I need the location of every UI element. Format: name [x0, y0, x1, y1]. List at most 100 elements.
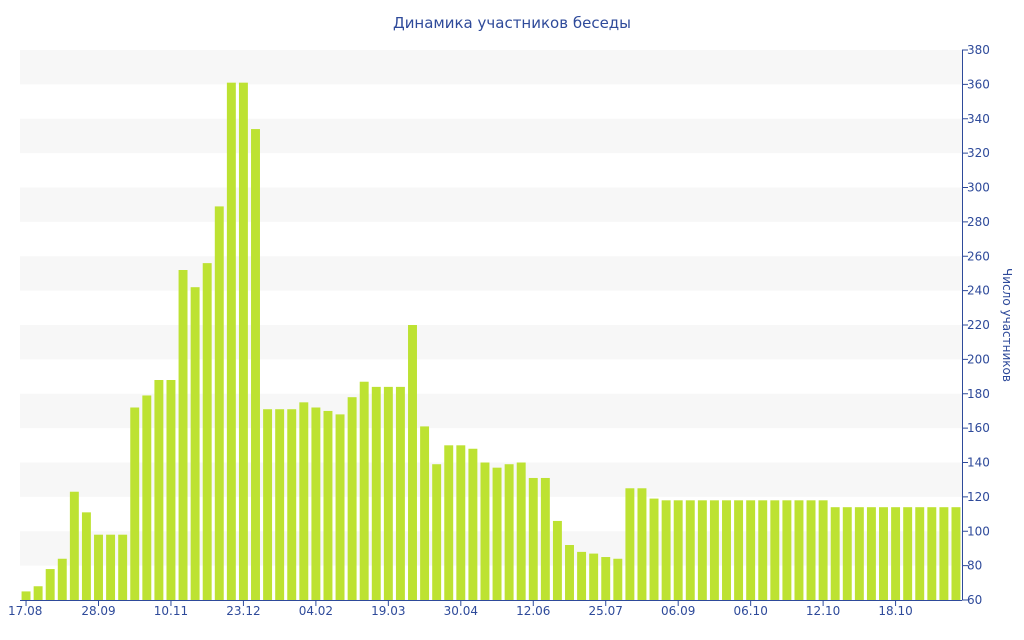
- bar: [577, 551, 587, 601]
- bar: [202, 263, 212, 601]
- bar: [734, 500, 744, 600]
- grid-band: [20, 393, 962, 429]
- bar: [589, 553, 599, 600]
- bar: [709, 500, 719, 600]
- bar: [722, 500, 731, 600]
- bar: [383, 386, 393, 601]
- y-tick-label: 80: [967, 559, 982, 573]
- bar: [432, 464, 442, 600]
- y-tick-label: 320: [967, 146, 990, 160]
- bar: [830, 507, 840, 600]
- grid-band: [20, 118, 962, 154]
- bar: [649, 498, 659, 600]
- y-tick-label: 60: [967, 593, 982, 607]
- x-tick-label: 12.10: [806, 604, 840, 618]
- y-tick-label: 220: [967, 318, 990, 332]
- bar: [601, 557, 611, 600]
- bar: [359, 381, 369, 600]
- x-tick-label: 18.10: [878, 604, 912, 618]
- x-tick-label: 06.10: [733, 604, 767, 618]
- grid-band: [20, 462, 962, 497]
- bar: [782, 500, 792, 600]
- bar: [818, 500, 828, 600]
- y-tick-label: 380: [967, 43, 990, 57]
- bar: [951, 507, 961, 600]
- bar: [842, 507, 852, 600]
- bar: [287, 409, 297, 600]
- bar: [770, 500, 780, 600]
- axes-group: 60 80 100 120 140 160 180 200 220 240 260 280 300 320…: [8, 43, 990, 618]
- x-tick-label: 19.03: [371, 604, 405, 618]
- chart-title: Динамика участников беседы: [393, 14, 631, 32]
- bar: [915, 507, 925, 600]
- bar: [81, 512, 91, 600]
- bar: [21, 591, 31, 600]
- y-tick-label: 100: [967, 524, 990, 538]
- bar: [347, 397, 357, 600]
- bar: [299, 402, 309, 600]
- bar: [480, 462, 490, 600]
- bars-group: [21, 82, 961, 601]
- y-tick-label: 300: [967, 181, 990, 195]
- grid-band: [20, 325, 962, 360]
- x-tick-label: 06.09: [661, 604, 695, 618]
- x-tick-label: 30.04: [444, 604, 478, 618]
- bar: [142, 395, 152, 600]
- bar: [311, 407, 321, 600]
- grid-band: [20, 256, 962, 291]
- y-tick-label: 240: [967, 284, 990, 298]
- grid-bands: [20, 50, 962, 566]
- bar: [190, 287, 200, 600]
- bar: [806, 500, 816, 600]
- x-tick-label: 17.08: [8, 604, 42, 618]
- x-tick-label: 25.07: [589, 604, 623, 618]
- bar: [263, 409, 273, 600]
- bar: [444, 445, 454, 600]
- x-tick-label: 23.12: [226, 604, 260, 618]
- bar: [166, 380, 176, 600]
- bar: [323, 410, 333, 600]
- grid-band: [20, 50, 962, 85]
- bar: [226, 82, 236, 600]
- bar: [408, 325, 417, 600]
- bar: [528, 477, 538, 600]
- bar: [154, 380, 164, 600]
- bar: [106, 534, 116, 600]
- bar: [69, 491, 79, 600]
- bar: [854, 507, 864, 600]
- bar: [275, 409, 285, 600]
- bar: [939, 507, 949, 600]
- bar: [45, 569, 55, 600]
- x-tick-label: 04.02: [299, 604, 333, 618]
- bar: [335, 414, 345, 601]
- y-tick-label: 180: [967, 387, 990, 401]
- y-tick-label: 200: [967, 352, 990, 366]
- grid-band: [20, 531, 962, 566]
- bar: [540, 477, 550, 600]
- bar: [456, 445, 466, 600]
- bar: [420, 426, 430, 600]
- bar: [673, 500, 683, 600]
- y-tick-label: 120: [967, 490, 990, 504]
- y-tick-label: 360: [967, 77, 990, 91]
- y-tick-label: 280: [967, 215, 990, 229]
- bar: [130, 407, 140, 600]
- bar: [504, 464, 514, 600]
- y-tick-label: 140: [967, 456, 990, 470]
- bar: [746, 500, 756, 600]
- y-tick-label: 260: [967, 249, 990, 263]
- bar: [552, 520, 562, 600]
- y-tick-label: 160: [967, 421, 990, 435]
- bar: [118, 534, 128, 600]
- bar: [613, 558, 623, 600]
- grid-band: [20, 187, 962, 222]
- x-tick-label: 12.06: [516, 604, 550, 618]
- bar: [758, 500, 768, 600]
- bar: [492, 467, 502, 600]
- bar: [178, 270, 188, 600]
- bar: [516, 462, 526, 600]
- bar: [238, 82, 248, 600]
- bar: [57, 558, 67, 600]
- bar: [685, 500, 695, 600]
